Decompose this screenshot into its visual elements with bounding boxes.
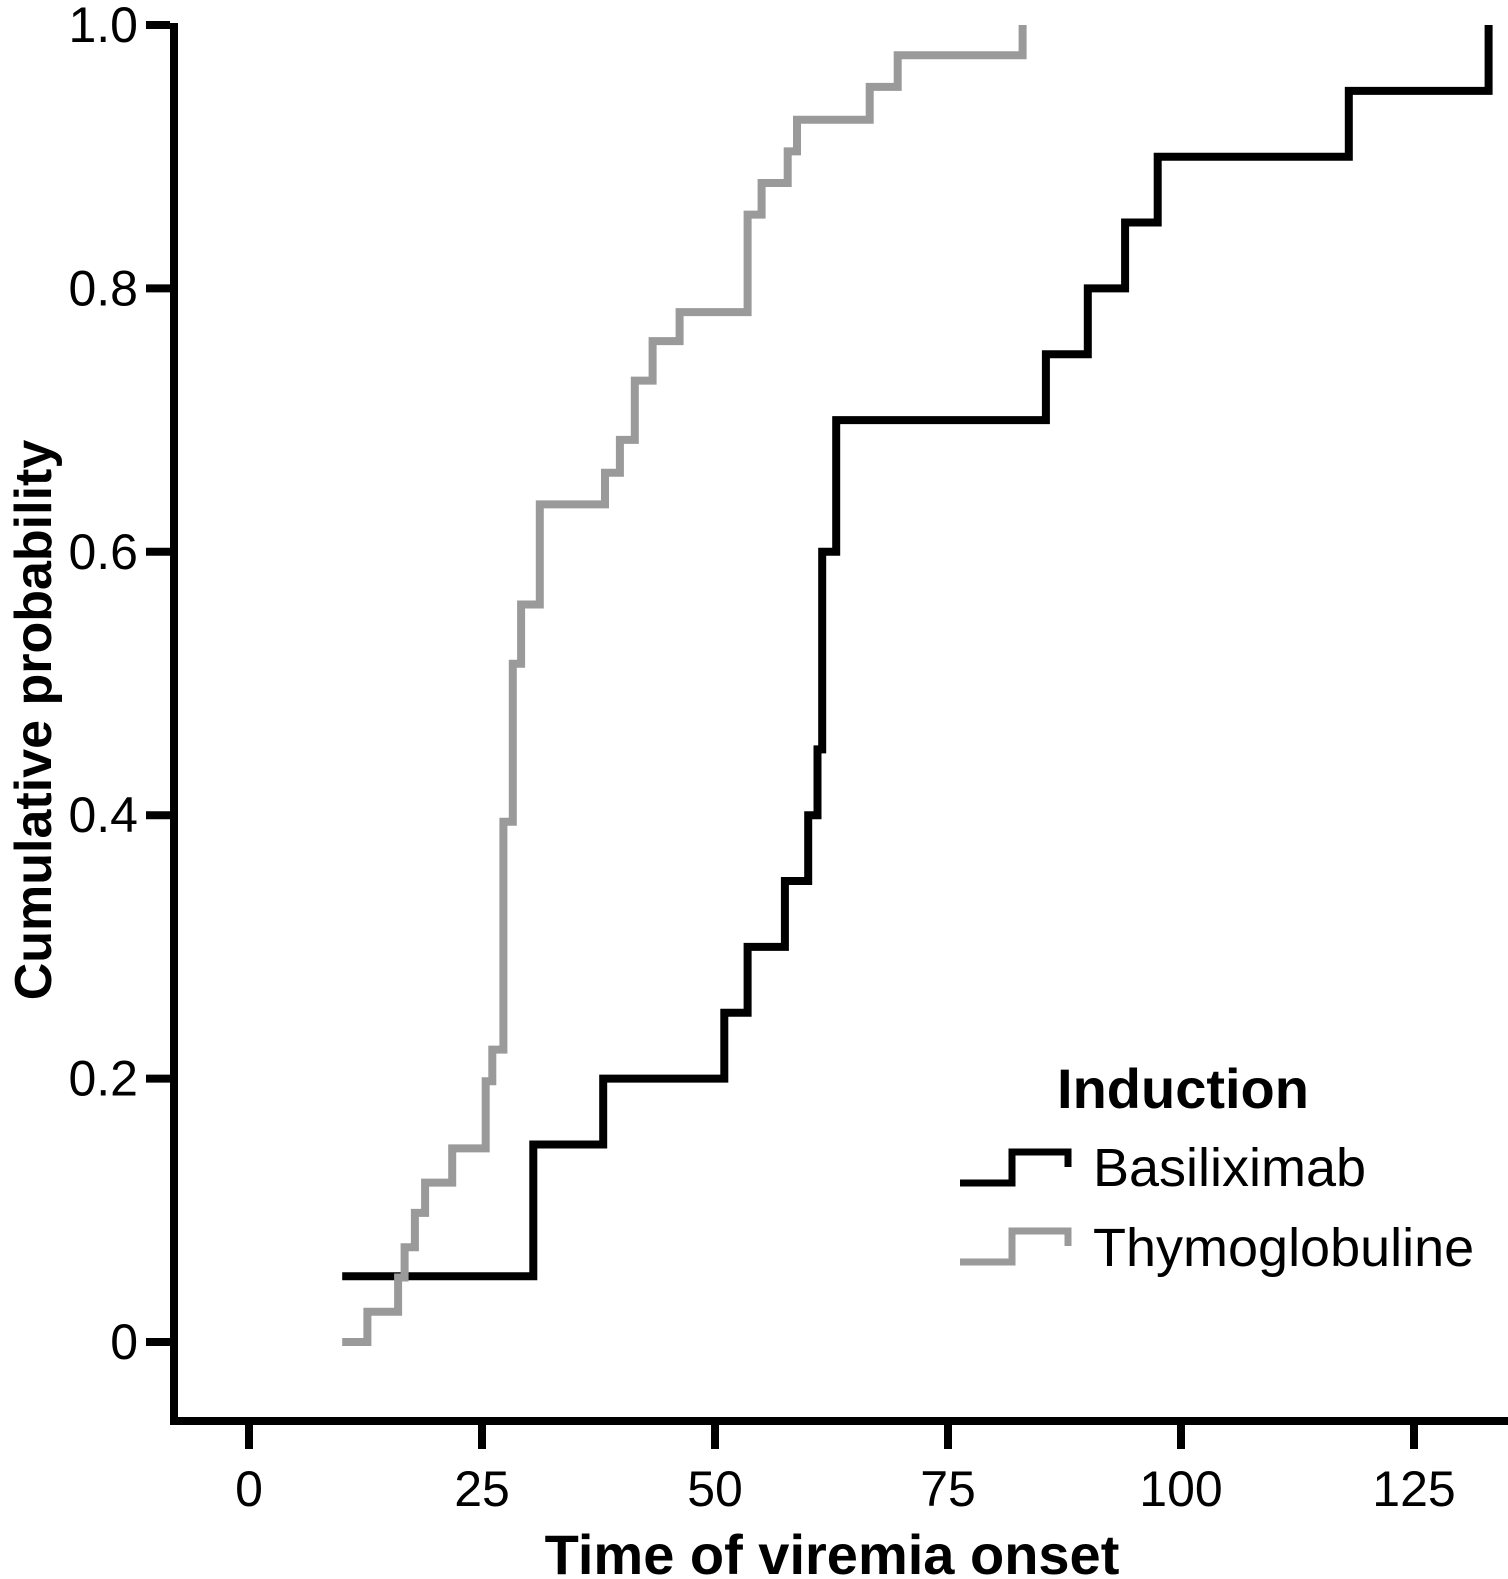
legend-glyphs [960, 1148, 1072, 1266]
x-tick-label: 75 [920, 1461, 976, 1517]
x-tick-label: 50 [687, 1461, 743, 1517]
curve-thymoglobuline [342, 25, 1027, 1346]
x-tick-label: 0 [235, 1461, 263, 1517]
x-tick-label: 125 [1372, 1461, 1455, 1517]
x-tick-label: 25 [454, 1461, 510, 1517]
y-tick-label: 1.0 [68, 0, 138, 53]
curves [342, 25, 1493, 1346]
curve-basiliximab [342, 25, 1493, 1281]
legend-line-thymoglobuline [960, 1227, 1072, 1266]
y-tick-label: 0.8 [68, 260, 138, 316]
axes: 0 0.2 0.4 0.6 0.8 1.0 0 25 50 75 100 125 [68, 0, 1508, 1517]
legend-item-label-basiliximab: Basiliximab [1093, 1138, 1366, 1198]
y-tick-label: 0 [110, 1314, 138, 1370]
y-tick-label: 0.4 [68, 787, 138, 843]
legend-item-label-thymoglobuline: Thymoglobuline [1093, 1218, 1474, 1278]
legend: Induction Basiliximab Thymoglobuline [960, 1057, 1474, 1278]
legend-line-basiliximab [960, 1148, 1072, 1187]
y-tick-label: 0.6 [68, 524, 138, 580]
legend-title: Induction [1057, 1057, 1309, 1120]
y-axis-title: Cumulative probability [5, 440, 63, 1001]
x-tick-label: 100 [1139, 1461, 1222, 1517]
x-axis-title: Time of viremia onset [545, 1523, 1120, 1579]
y-tick-label: 0.2 [68, 1051, 138, 1107]
